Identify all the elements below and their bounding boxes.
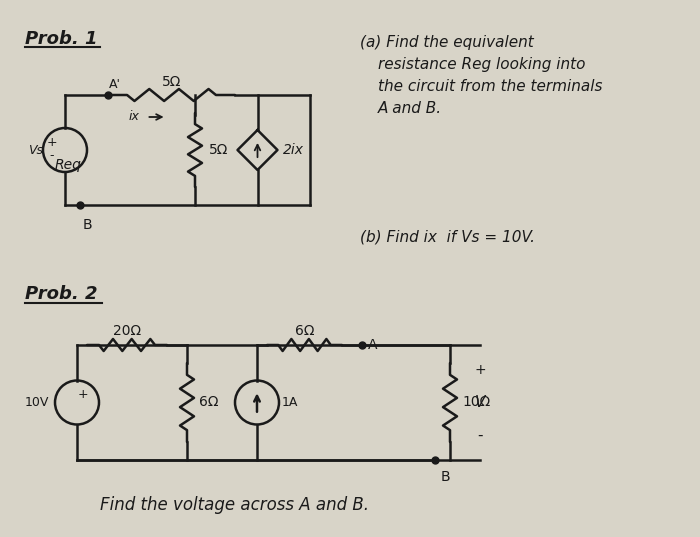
Text: Req: Req: [55, 158, 81, 172]
Text: the circuit from the terminals: the circuit from the terminals: [378, 79, 603, 94]
Text: A: A: [368, 338, 377, 352]
Text: -: -: [477, 427, 483, 442]
Text: +: +: [474, 363, 486, 377]
Text: 6Ω: 6Ω: [199, 395, 218, 410]
Text: -: -: [50, 149, 55, 163]
Text: 5Ω: 5Ω: [209, 143, 228, 157]
Text: V: V: [475, 395, 485, 410]
Text: 5Ω: 5Ω: [162, 75, 181, 89]
Text: A': A': [109, 78, 121, 91]
Text: Vs: Vs: [28, 143, 43, 156]
Text: 20Ω: 20Ω: [113, 324, 141, 338]
Text: 6Ω: 6Ω: [295, 324, 314, 338]
Text: Find the voltage across A and B.: Find the voltage across A and B.: [100, 496, 369, 514]
Text: B: B: [441, 470, 451, 484]
Text: 10V: 10V: [25, 396, 49, 409]
Text: +: +: [47, 135, 57, 149]
Text: resistance Reg looking into: resistance Reg looking into: [378, 57, 585, 72]
Text: 1A: 1A: [282, 396, 298, 409]
Text: Prob. 2: Prob. 2: [25, 285, 97, 303]
Text: (b) Find ix  if Vs = 10V.: (b) Find ix if Vs = 10V.: [360, 230, 535, 245]
Text: (a) Find the equivalent: (a) Find the equivalent: [360, 35, 533, 50]
Text: A and B.: A and B.: [378, 101, 442, 116]
Text: ix: ix: [129, 111, 139, 124]
Text: 2ix: 2ix: [283, 143, 304, 157]
Text: Prob. 1: Prob. 1: [25, 30, 97, 48]
Text: 10Ω: 10Ω: [462, 395, 490, 410]
Text: +: +: [78, 388, 88, 401]
Text: B: B: [83, 218, 92, 232]
